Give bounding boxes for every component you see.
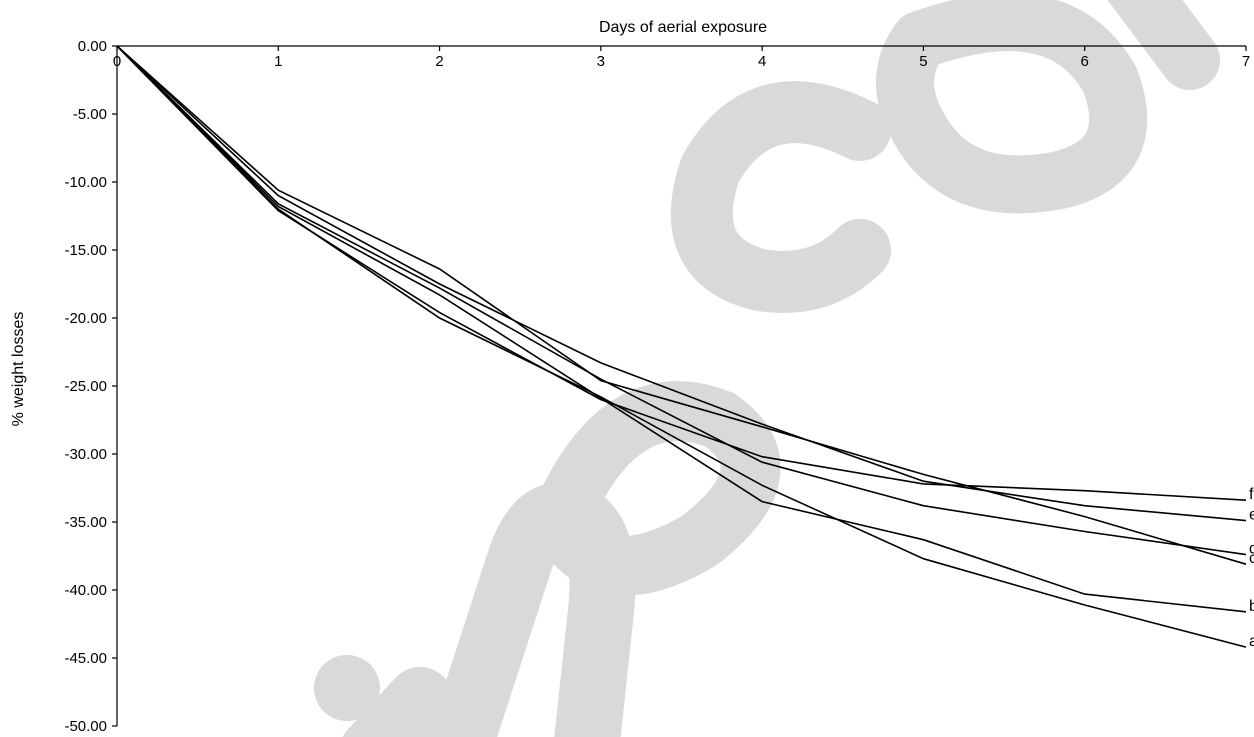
y-tick-label: -25.00 [64,378,107,395]
x-tick-label: 0 [113,53,121,70]
series-label-c: c [1249,550,1254,567]
series-line-e [116,45,1247,522]
watermark-stroke-i [342,667,453,737]
watermark-stroke-l [1107,0,1220,90]
x-tick-label: 6 [1081,53,1089,70]
y-tick-label: -20.00 [64,310,107,327]
series-line-f [116,45,1247,501]
y-tick-label: -50.00 [64,718,107,735]
y-tick-label: -45.00 [64,650,107,667]
axes: 0.00 -5.00 -10.00 -15.00 -20.00 -25.00 -30.00 -… [64,38,1250,735]
x-tick-label: 5 [919,53,927,70]
x-tick-label: 7 [1242,53,1250,70]
series-label-f: f [1249,486,1254,503]
y-tick-label: -10.00 [64,174,107,191]
watermark-stroke-e [530,381,781,596]
y-tick-label: 0.00 [78,38,107,55]
series-line-c [116,45,1247,565]
y-tick-label: -30.00 [64,446,107,463]
x-tick-label: 4 [758,53,766,70]
series-label-b: b [1249,598,1254,615]
series-label-a: a [1249,633,1254,650]
watermark [314,0,1220,737]
y-tick-label: -40.00 [64,582,107,599]
watermark-dot [314,655,380,721]
y-tick-label: -5.00 [73,106,107,123]
x-axis-title: Days of aerial exposure [599,19,767,36]
series-label-d: d [1249,541,1254,558]
watermark-stroke-o [876,0,1148,214]
watermark-stroke-c [670,81,891,313]
series-lines [116,45,1247,648]
y-tick-label: -15.00 [64,242,107,259]
y-tick-label: -35.00 [64,514,107,531]
series-line-d [116,45,1247,556]
x-tick-label: 2 [435,53,443,70]
x-tick-label: 3 [597,53,605,70]
y-axis-title: % weight losses [10,312,27,427]
series-label-e: e [1249,507,1254,524]
x-tick-label: 1 [274,53,282,70]
series-line-b [116,45,1247,613]
